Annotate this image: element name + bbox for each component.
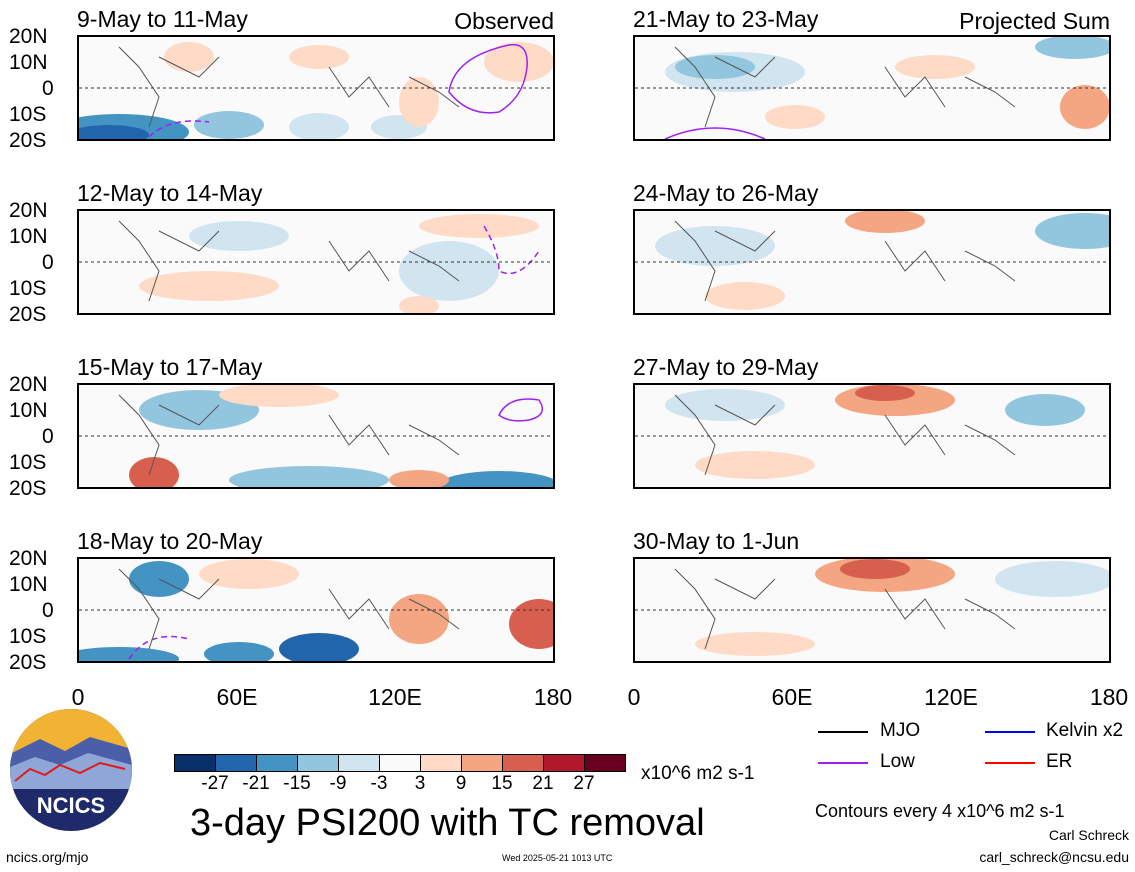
lat-label: 10S [9,277,47,300]
author-email: carl_schreck@ncsu.edu [979,849,1129,865]
lat-label: 20N [9,25,48,48]
lon-label: 60E [216,684,258,710]
colorbar-swatch [379,754,421,772]
lat-label: 10N [9,225,48,248]
logo-text: NCICS [37,793,105,818]
lat-label: 10N [9,51,48,74]
colorbar-tick-label: 15 [491,773,513,794]
panel-title-6: 27-May to 29-May [633,354,819,380]
colorbar-units: x10^6 m2 s-1 [641,763,755,784]
colorbar-swatch [256,754,298,772]
lat-label: 20S [9,303,47,326]
lat-label: 20S [9,477,47,500]
ncics-logo: NCICS [10,709,132,831]
lat-label: 0 [42,251,54,274]
lat-label: 10N [9,399,48,422]
lat-label: 10S [9,103,47,126]
map-panel-projected-27-29-may [633,383,1111,489]
panel-title-2: 21-May to 23-May [633,6,819,32]
colorbar-tick-label: 27 [573,773,595,794]
colorbar-swatch [338,754,380,772]
panel-title-8: 30-May to 1-Jun [633,528,800,554]
map-panel-observed-15-17-may [77,383,555,489]
psi-anomaly-field [635,211,1109,310]
lat-label: 0 [42,425,54,448]
lat-label: 10N [9,573,48,596]
colorbar-swatch [297,754,339,772]
legend-line-er [985,762,1035,764]
lat-label: 10S [9,451,47,474]
lat-label: 20N [9,547,48,570]
lat-label: 0 [42,77,54,100]
lon-label: 0 [627,684,641,710]
colorbar-tick-label: 3 [414,773,426,794]
lat-label: 0 [42,599,54,622]
legend-line-mjo [818,731,868,733]
lat-label: 20S [9,651,47,674]
colorbar-tick-label: -3 [370,773,388,794]
lon-label: 180 [1089,684,1129,710]
panel-title-7: 18-May to 20-May [77,528,263,554]
legend-label-kelvin: Kelvin x2 [1046,720,1124,741]
website-link[interactable]: ncics.org/mjo [6,849,89,865]
panel-title-5: 15-May to 17-May [77,354,263,380]
map-panel-observed-9-11-may [77,35,555,141]
map-panel-projected-24-26-may [633,209,1111,315]
contour-note: Contours every 4 x10^6 m2 s-1 [815,801,1065,821]
psi-anomaly-field [79,42,553,139]
colorbar-swatch [584,754,626,772]
colorbar-swatch [461,754,503,772]
psi-anomaly-field [79,559,553,661]
colorbar-tick-label: 21 [532,773,554,794]
lon-label: 120E [924,684,978,710]
lat-label: 20N [9,373,48,396]
legend-label-er: ER [1046,751,1073,772]
colorbar-tick-label: -27 [201,773,229,794]
legend-label-low: Low [880,751,915,772]
colorbar-tick-label: -21 [242,773,270,794]
legend-label-mjo: MJO [880,720,921,741]
panel-tag-observed: Observed [454,8,554,34]
timestamp: Wed 2025-05-21 1013 UTC [502,853,613,863]
chart-title: 3-day PSI200 with TC removal [190,802,705,844]
colorbar-tick-label: -15 [283,773,311,794]
colorbar-tick-label: -9 [329,773,347,794]
colorbar-tick-label: 9 [455,773,467,794]
lon-label: 180 [533,684,573,710]
map-panel-projected-30-may-1-jun [633,557,1111,663]
legend-line-kelvin [985,731,1035,733]
author-name: Carl Schreck [1048,827,1129,843]
lat-label: 20N [9,199,48,222]
map-panel-observed-12-14-may [77,209,555,315]
colorbar-swatch [215,754,257,772]
colorbar-swatch [174,754,216,772]
lon-label: 0 [71,684,85,710]
panel-title-4: 24-May to 26-May [633,180,819,206]
psi-anomaly-field [79,214,553,313]
map-panel-observed-18-20-may [77,557,555,663]
lat-label: 10S [9,625,47,648]
psi-anomaly-field [635,37,1109,139]
lon-label: 60E [771,684,813,710]
psi-anomaly-field [635,559,1109,656]
panel-tag-projected: Projected Sum [959,8,1110,34]
map-panel-projected-21-23-may [633,35,1111,141]
panel-title-3: 12-May to 14-May [77,180,263,206]
lon-label: 120E [368,684,422,710]
panel-title-1: 9-May to 11-May [77,6,248,32]
lat-label: 20S [9,129,47,152]
legend-line-low [818,762,868,764]
psi-anomaly-field [79,385,553,487]
colorbar-swatch [420,754,462,772]
psi-anomaly-field [635,385,1109,479]
colorbar-swatch [543,754,585,772]
colorbar-swatch [502,754,544,772]
